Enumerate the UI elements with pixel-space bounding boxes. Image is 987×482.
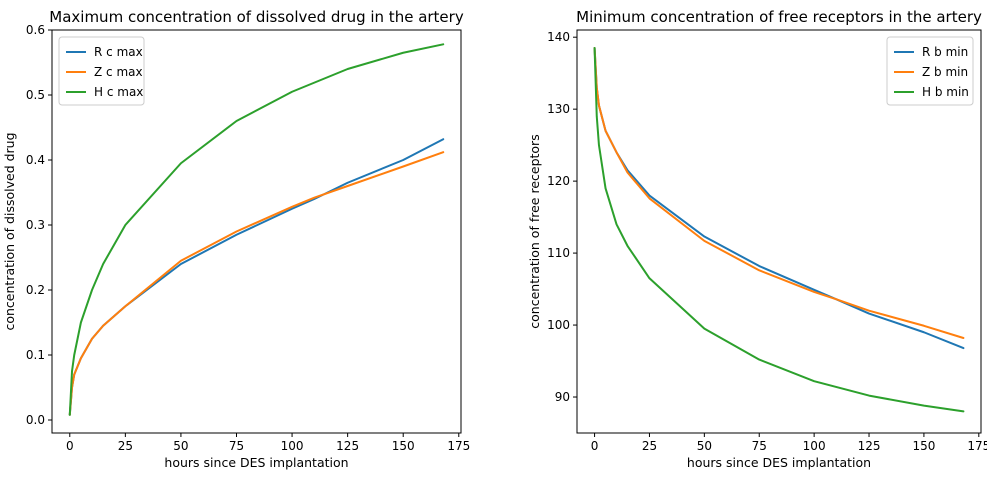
x-tick-label: 50 xyxy=(697,439,712,453)
y-axis-label: concentration of free receptors xyxy=(527,134,542,328)
legend-box xyxy=(886,36,974,106)
x-axis-label: hours since DES implantation xyxy=(164,455,348,470)
legend: R c max Z c max H c max xyxy=(58,36,145,106)
x-tick-label: 125 xyxy=(858,439,881,453)
y-tick-label: 0.2 xyxy=(26,283,45,297)
y-tick-label: 0.3 xyxy=(26,218,45,232)
series-line-z-c-max xyxy=(68,151,445,416)
plot-frame xyxy=(576,29,982,434)
y-tick-label: 140 xyxy=(547,30,570,44)
x-tick-label: 75 xyxy=(229,439,244,453)
x-tick-label: 150 xyxy=(912,439,935,453)
legend-entry: H b min xyxy=(922,85,969,99)
y-tick-label: 100 xyxy=(547,318,570,332)
x-tick-label: 175 xyxy=(967,439,987,453)
legend-entry: R c max xyxy=(94,45,143,59)
x-tick-label: 125 xyxy=(336,439,359,453)
chart-free-receptors: Minimum concentration of free receptors … xyxy=(527,8,987,470)
y-tick-label: 0.5 xyxy=(26,88,45,102)
y-tick-label: 120 xyxy=(547,174,570,188)
series-line-r-c-max xyxy=(68,138,445,416)
x-tick-label: 175 xyxy=(447,439,470,453)
x-tick-label: 0 xyxy=(591,439,599,453)
x-tick-label: 100 xyxy=(803,439,826,453)
series-line-h-c-max xyxy=(68,43,445,416)
legend-entry: Z c max xyxy=(94,65,143,79)
chart-title: Maximum concentration of dissolved drug … xyxy=(49,8,464,26)
y-tick-label: 0.6 xyxy=(26,23,45,37)
legend-entry: H c max xyxy=(94,85,143,99)
x-tick-label: 75 xyxy=(752,439,767,453)
series-line-z-b-min xyxy=(593,46,965,340)
series-line-h-b-min xyxy=(593,46,965,413)
legend-entry: Z b min xyxy=(922,65,968,79)
y-tick-label: 0.0 xyxy=(26,413,45,427)
legend-box xyxy=(58,36,145,106)
y-tick-label: 90 xyxy=(555,390,570,404)
chart-title: Minimum concentration of free receptors … xyxy=(576,8,982,26)
legend-entry: R b min xyxy=(922,45,968,59)
x-tick-label: 0 xyxy=(66,439,74,453)
y-tick-label: 110 xyxy=(547,246,570,260)
chart-dissolved-drug: Maximum concentration of dissolved drug … xyxy=(2,8,470,470)
y-tick-label: 0.1 xyxy=(26,348,45,362)
x-tick-label: 50 xyxy=(173,439,188,453)
x-tick-label: 100 xyxy=(281,439,304,453)
plot-frame xyxy=(51,29,462,434)
legend: R b min Z b min H b min xyxy=(886,36,974,106)
x-tick-label: 150 xyxy=(392,439,415,453)
x-axis-label: hours since DES implantation xyxy=(687,455,871,470)
y-tick-label: 0.4 xyxy=(26,153,45,167)
x-tick-label: 25 xyxy=(118,439,133,453)
y-tick-label: 130 xyxy=(547,102,570,116)
x-tick-label: 25 xyxy=(642,439,657,453)
y-axis-label: concentration of dissolved drug xyxy=(2,132,17,330)
